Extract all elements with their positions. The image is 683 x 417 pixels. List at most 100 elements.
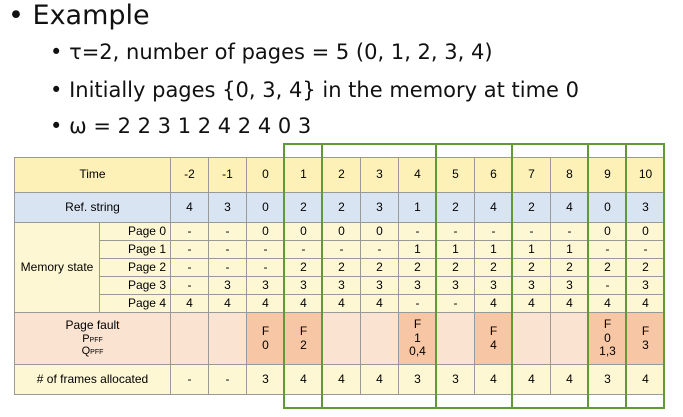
memory-cell: - <box>360 240 399 259</box>
fault-cell <box>208 312 247 365</box>
time-cell: 2 <box>322 157 361 193</box>
highlight-box <box>283 143 323 409</box>
memory-cell: 0 <box>588 222 627 241</box>
fault-line: F <box>299 323 308 338</box>
ref-cell: 2 <box>512 192 551 223</box>
highlight-box <box>435 143 513 409</box>
row-label: # of frames allocated <box>14 364 171 395</box>
fault-sub: QPFF <box>15 345 170 358</box>
memory-cell: 3 <box>512 276 551 295</box>
memory-cell: 4 <box>170 294 209 313</box>
memory-cell: 3 <box>246 276 285 295</box>
frames-cell: 4 <box>626 364 665 395</box>
fault-cell <box>436 312 475 365</box>
memory-cell: - <box>208 240 247 259</box>
fault-cell: F 0 1,3 <box>588 312 627 365</box>
table-row: # of frames allocated - -3 4 4 4 3 3 4 4 4 3 4 <box>14 364 665 395</box>
sub-bullet-text: ω = 2 2 3 1 2 4 2 4 0 3 <box>69 114 312 138</box>
memory-cell: 2 <box>512 258 551 277</box>
frames-cell: 3 <box>246 364 285 395</box>
ref-cell: 3 <box>208 192 247 223</box>
memory-cell: 4 <box>512 294 551 313</box>
fault-cell <box>170 312 209 365</box>
page-label: Page 3 <box>99 276 171 295</box>
fault-line: F <box>489 323 498 338</box>
fault-sub: PPFF <box>15 333 170 346</box>
fault-cell <box>550 312 589 365</box>
highlight-box <box>587 143 627 409</box>
frames-cell: - <box>208 364 247 395</box>
time-cell: 7 <box>512 157 551 193</box>
fault-cell <box>360 312 399 365</box>
memory-cell: 0 <box>360 222 399 241</box>
fault-line: F <box>261 323 270 338</box>
row-label: Time <box>14 157 171 193</box>
time-cell: -2 <box>170 157 209 193</box>
time-cell: 0 <box>246 157 285 193</box>
row-label: Ref. string <box>14 192 171 223</box>
time-cell: 9 <box>588 157 627 193</box>
table-row: Page fault PPFF QPFF F 0 F 2 F 1 0,4 F 4 F 0 1,3 F 3 <box>14 312 665 365</box>
memory-cell: 2 <box>398 258 437 277</box>
fault-sub-sub: PFF <box>89 336 103 344</box>
fault-line: 1 <box>414 330 421 345</box>
highlight-box <box>625 143 665 409</box>
memory-cell: 4 <box>626 294 665 313</box>
page-label: Page 0 <box>99 222 171 241</box>
memory-cell: - <box>170 240 209 259</box>
page-label: Page 4 <box>99 294 171 313</box>
memory-cell: - <box>626 240 665 259</box>
memory-cell: - <box>208 258 247 277</box>
fault-line: F <box>413 316 422 331</box>
highlight-box <box>321 143 437 409</box>
time-cell: 4 <box>398 157 437 193</box>
time-cell: 8 <box>550 157 589 193</box>
fault-title: Page fault <box>65 317 120 332</box>
memory-cell: 1 <box>474 240 513 259</box>
memory-cell: - <box>246 240 285 259</box>
row-label: Memory state <box>14 222 100 313</box>
memory-cell: 4 <box>588 294 627 313</box>
memory-cell: 3 <box>208 276 247 295</box>
memory-cell: - <box>170 222 209 241</box>
ref-cell: 0 <box>246 192 285 223</box>
bullet: • Example <box>8 0 150 31</box>
fault-sub-sub: PFF <box>90 349 104 357</box>
memory-cell: 1 <box>550 240 589 259</box>
table-row: Time -2 -1 0 1 2 3 4 5 6 7 8 9 10 <box>14 157 665 193</box>
fault-sub-main: P <box>82 332 90 345</box>
frames-cell: 3 <box>588 364 627 395</box>
ref-cell: 4 <box>474 192 513 223</box>
fault-line: 0 <box>262 337 269 352</box>
ref-cell: 0 <box>588 192 627 223</box>
memory-cell: 2 <box>588 258 627 277</box>
memory-cell: - <box>170 258 209 277</box>
memory-cell: 3 <box>626 276 665 295</box>
sub-bullet: • Initially pages {0, 3, 4} in the memor… <box>50 78 579 102</box>
memory-cell: 4 <box>360 294 399 313</box>
highlight-box <box>511 143 589 409</box>
fault-cell <box>322 312 361 365</box>
memory-cell: 4 <box>208 294 247 313</box>
fault-line: F <box>641 323 650 338</box>
frames-cell: 4 <box>360 364 399 395</box>
bullet-text: Example <box>32 0 150 31</box>
memory-cell: 4 <box>550 294 589 313</box>
memory-cell: - <box>322 240 361 259</box>
frames-cell: - <box>170 364 209 395</box>
fault-line: 2 <box>300 337 307 352</box>
ref-cell: 2 <box>322 192 361 223</box>
ref-cell: 2 <box>436 192 475 223</box>
memory-cell: - <box>436 222 475 241</box>
sub-bullet-text: τ=2, number of pages = 5 (0, 1, 2, 3, 4) <box>69 40 493 64</box>
memory-cell: - <box>550 222 589 241</box>
memory-cell: - <box>588 240 627 259</box>
sub-bullet-text: Initially pages {0, 3, 4} in the memory … <box>69 78 579 102</box>
fault-line: 1,3 <box>599 344 616 359</box>
ref-cell: 2 <box>284 192 323 223</box>
ref-cell: 1 <box>398 192 437 223</box>
